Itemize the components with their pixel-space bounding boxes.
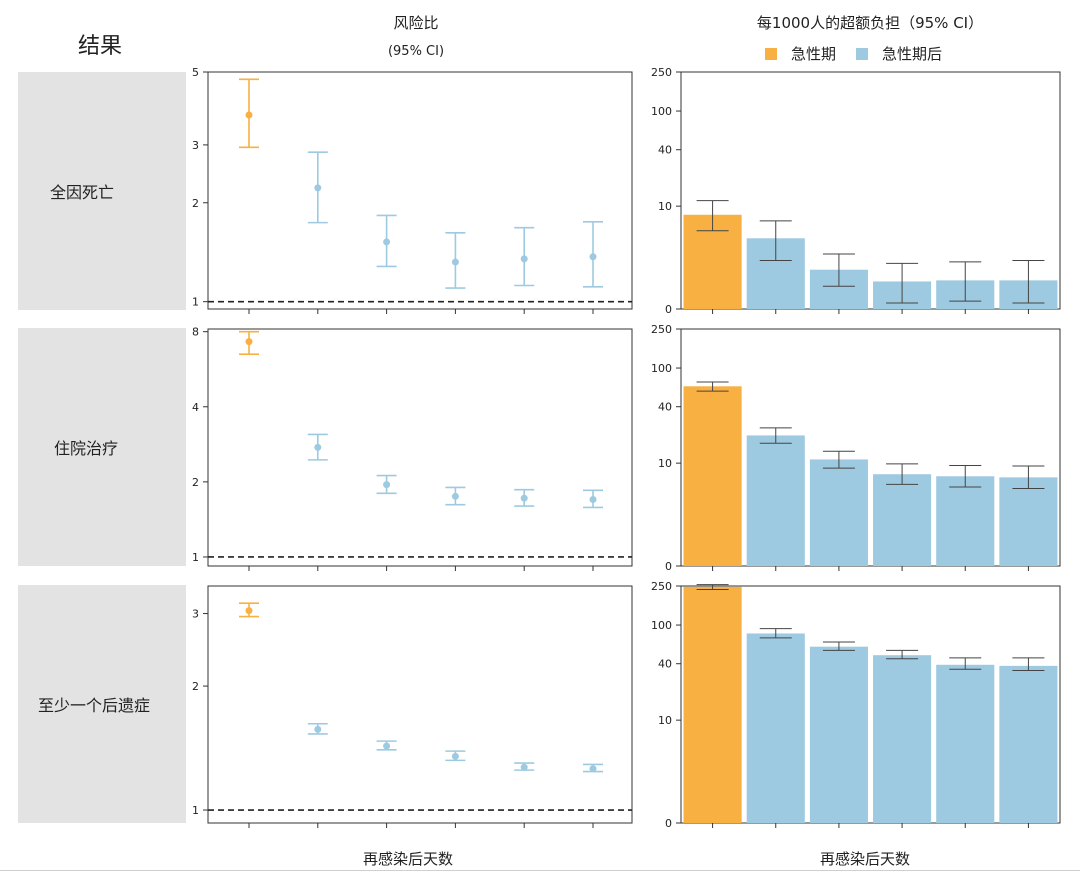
data-point xyxy=(245,607,253,615)
plot-frame xyxy=(207,585,633,824)
legend-item-acute: 急性期 xyxy=(765,43,836,64)
data-point xyxy=(451,492,459,500)
data-point xyxy=(245,111,253,119)
data-point xyxy=(520,494,528,502)
y-tick-label: 10 xyxy=(658,457,672,470)
bar xyxy=(746,435,805,566)
plot-frame xyxy=(680,71,1061,310)
bar xyxy=(873,474,932,566)
y-tick-label: 250 xyxy=(651,323,672,336)
y-tick-label: 5 xyxy=(192,66,199,79)
data-point xyxy=(383,238,391,246)
y-tick-label: 3 xyxy=(192,608,199,621)
bottom-divider xyxy=(0,870,1080,871)
y-tick-label: 0 xyxy=(665,817,672,830)
y-tick-label: 250 xyxy=(651,66,672,79)
bar xyxy=(746,633,805,823)
y-tick-label: 0 xyxy=(665,560,672,573)
row-label-box-death: 全因死亡 xyxy=(18,72,186,310)
risk-ratio-title: 风险比 xyxy=(393,14,439,32)
plot-frame xyxy=(207,328,633,567)
excess-burden-title: 每1000人的超额负担（95% CI） xyxy=(756,14,984,32)
risk-ratio-subtitle: (95% CI) xyxy=(387,44,445,59)
row-label-sequela: 至少一个后遗症 xyxy=(38,696,151,715)
data-point xyxy=(451,752,459,760)
legend-label-acute: 急性期 xyxy=(791,45,837,63)
y-tick-label: 1 xyxy=(192,804,199,817)
data-point xyxy=(314,184,322,192)
y-tick-label: 10 xyxy=(658,714,672,727)
plot-frame xyxy=(207,71,633,310)
legend-swatch-post-acute xyxy=(856,47,869,60)
bar xyxy=(873,655,932,823)
data-point xyxy=(383,742,391,750)
y-tick-label: 1 xyxy=(192,296,199,309)
y-tick-label: 3 xyxy=(192,139,199,152)
plot-frame xyxy=(680,328,1061,567)
row-label-hospitalization: 住院治疗 xyxy=(54,439,119,458)
bar xyxy=(999,665,1058,823)
y-tick-label: 4 xyxy=(192,401,199,414)
bar xyxy=(683,586,742,823)
x-axis-label-left: 再感染后天数 xyxy=(362,850,453,868)
legend-swatch-acute xyxy=(765,47,777,60)
data-point xyxy=(314,443,322,451)
y-tick-label: 40 xyxy=(658,401,672,414)
y-tick-label: 1 xyxy=(192,551,199,564)
legend: 急性期 急性期后 xyxy=(765,43,962,64)
y-tick-label: 2 xyxy=(192,680,199,693)
bar xyxy=(809,459,868,566)
risk-ratio-chart-death: 1 2 3 5 xyxy=(192,66,633,314)
bar xyxy=(936,664,995,823)
data-point xyxy=(589,253,597,261)
row-label-box-sequela: 至少一个后遗症 xyxy=(18,585,186,823)
bar xyxy=(936,476,995,566)
legend-item-post-acute: 急性期后 xyxy=(856,43,942,64)
excess-burden-chart-hospitalization: 0 10 40 100 250 xyxy=(651,323,1061,573)
y-tick-label: 40 xyxy=(658,144,672,157)
x-axis-label-right: 再感染后天数 xyxy=(819,850,910,868)
y-tick-label: 8 xyxy=(192,326,199,339)
risk-ratio-chart-hospitalization: 1 2 4 8 xyxy=(192,326,633,571)
data-point xyxy=(589,765,597,773)
y-tick-label: 0 xyxy=(665,303,672,316)
plot-frame xyxy=(680,585,1061,824)
outcome-header: 结果 xyxy=(78,34,123,59)
data-point xyxy=(520,255,528,263)
data-point xyxy=(451,258,459,266)
bar xyxy=(999,477,1058,566)
data-point xyxy=(589,495,597,503)
excess-burden-chart-sequela: 01040100250306090120150180 xyxy=(651,580,1061,830)
data-point xyxy=(314,725,322,733)
row-label-box-hospitalization: 住院治疗 xyxy=(18,328,186,566)
y-tick-label: 100 xyxy=(651,619,672,632)
data-point xyxy=(383,481,391,489)
data-point xyxy=(520,763,528,771)
bar xyxy=(809,646,868,823)
y-tick-label: 10 xyxy=(658,200,672,213)
row-label-death: 全因死亡 xyxy=(50,183,115,202)
y-tick-label: 2 xyxy=(192,197,199,210)
data-point xyxy=(245,338,253,346)
y-tick-label: 2 xyxy=(192,476,199,489)
excess-burden-chart-death: 0 10 40 100 250 xyxy=(651,66,1061,316)
y-tick-label: 250 xyxy=(651,580,672,593)
y-tick-label: 100 xyxy=(651,105,672,118)
y-tick-label: 40 xyxy=(658,658,672,671)
bar xyxy=(683,386,742,566)
y-tick-label: 100 xyxy=(651,362,672,375)
risk-ratio-chart-sequela: 123306090120150180 xyxy=(192,585,633,828)
legend-label-post-acute: 急性期后 xyxy=(882,45,943,63)
